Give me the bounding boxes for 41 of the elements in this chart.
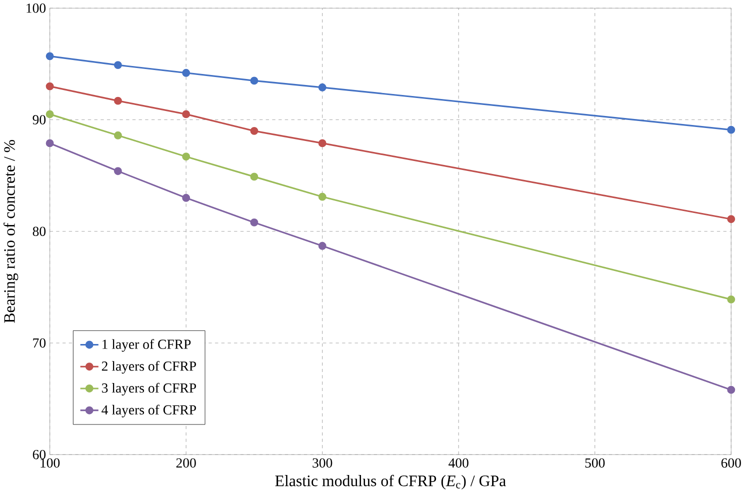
legend-label: 1 layer of CFRP [102, 339, 191, 352]
point [46, 52, 54, 60]
point [318, 83, 326, 92]
point [727, 215, 736, 224]
point [46, 82, 54, 90]
legend-label: 3 layers of CFRP [102, 382, 196, 396]
point [182, 68, 190, 77]
x-tick-label: 400 [448, 458, 468, 468]
point [114, 131, 122, 140]
y-axis-title: Bearing ratio of concrete / % [4, 140, 18, 323]
y-tick-label: 80 [32, 226, 46, 236]
point [114, 167, 122, 176]
point [182, 194, 190, 202]
x-tick-label: 500 [585, 458, 605, 468]
y-tick-label: 90 [32, 115, 46, 124]
point [250, 126, 258, 135]
legend-label: 4 layers of CFRP [102, 404, 196, 418]
point [46, 139, 54, 148]
point [114, 96, 122, 105]
x-tick-label: 600 [721, 458, 741, 468]
y-tick-label: 60 [32, 450, 46, 460]
point [727, 126, 736, 134]
point [114, 61, 122, 70]
x-tick-label: 200 [176, 458, 196, 468]
point [46, 110, 54, 118]
x-tick-label: 300 [312, 458, 332, 468]
point [727, 295, 736, 304]
point [182, 152, 190, 161]
y-tick-label: 70 [33, 338, 46, 348]
legend-label: 2 layers of CFRP [102, 360, 196, 374]
point [318, 139, 326, 148]
x-axis-title: Elastic modulus of CFRP (E$_{c}$) / GPa [275, 474, 506, 490]
y-tick-label: 100 [26, 4, 46, 13]
point [318, 192, 326, 201]
point [250, 172, 258, 181]
point [182, 110, 190, 118]
x-tick-label: 100 [40, 458, 60, 468]
point [318, 242, 326, 250]
point [250, 218, 258, 226]
point [727, 386, 736, 394]
point [250, 76, 258, 85]
